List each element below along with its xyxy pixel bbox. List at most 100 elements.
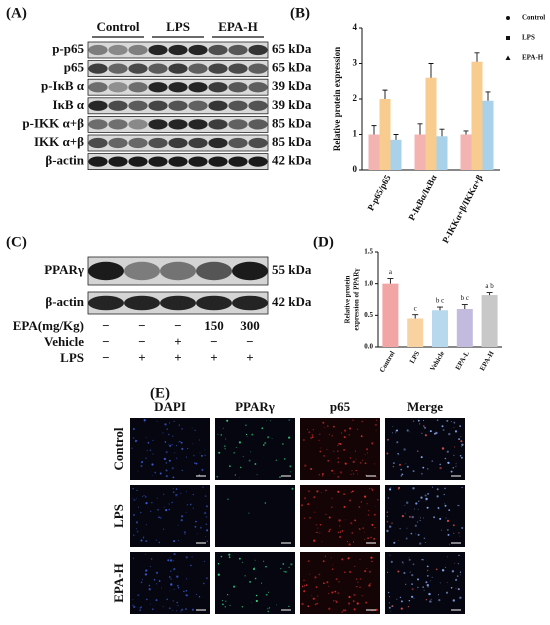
fluorescence-dot — [314, 603, 317, 606]
fluorescence-dot — [355, 469, 357, 472]
fluorescence-dot — [252, 567, 256, 571]
error-bar — [428, 63, 434, 78]
fluorescence-dot — [333, 600, 335, 602]
y-tick-label: 1 — [353, 129, 358, 139]
y-tick-label: 0.0 — [364, 343, 373, 351]
fluorescence-dot — [392, 465, 395, 468]
fluorescence-dot — [170, 578, 173, 580]
fluorescence-dot — [186, 504, 189, 506]
fluorescence-dot — [303, 439, 305, 441]
fluorescence-dot — [241, 606, 244, 608]
fluorescence-dot — [349, 427, 352, 430]
fluorescence-dot — [341, 530, 344, 532]
y-tick-label: 1.5 — [364, 248, 373, 256]
fluorescence-dot — [425, 581, 428, 584]
treatment-mark: + — [246, 350, 253, 365]
fluorescence-dot — [162, 528, 165, 530]
error-bar — [371, 125, 377, 135]
treatment-mark: − — [174, 318, 181, 333]
blot-band — [188, 100, 208, 111]
fluorescence-dot — [173, 452, 175, 454]
fluorescence-dot — [318, 439, 320, 441]
fluorescence-dot — [248, 512, 250, 514]
fluorescence-dot — [133, 498, 136, 501]
fluorescence-dot — [164, 423, 167, 426]
fluorescence-dot — [316, 490, 319, 493]
fluorescence-dot — [371, 489, 374, 491]
blot-band — [248, 119, 268, 130]
legend-label: LPS — [522, 34, 535, 42]
fluorescence-dot — [176, 445, 177, 447]
fluorescence-dot — [307, 503, 310, 506]
fluorescence-dot — [405, 537, 408, 540]
fluorescence-dot — [180, 492, 182, 494]
fluorescence-dot — [337, 444, 339, 447]
blot-band — [88, 44, 108, 56]
fluorescence-dot — [162, 606, 164, 608]
fluorescence-dot — [337, 461, 339, 463]
fluorescence-dot — [448, 509, 451, 511]
fluorescence-dot — [367, 537, 370, 540]
fluorescence-dot — [301, 504, 303, 507]
fluorescence-dot — [251, 433, 254, 436]
fluorescence-dot — [204, 495, 207, 497]
fluorescence-dot — [364, 531, 365, 533]
fluorescence-dot — [359, 559, 361, 560]
fluorescence-dot — [217, 433, 219, 435]
panel-label: (D) — [313, 234, 334, 250]
fluorescence-dot — [450, 470, 453, 473]
fluorescence-dot — [326, 581, 329, 584]
treatment-mark: + — [174, 350, 181, 365]
fluorescence-dot — [402, 562, 404, 564]
fluorescence-dot — [444, 457, 447, 460]
fluorescence-dot — [326, 513, 328, 515]
treatment-label: LPS — [60, 350, 84, 365]
fluorescence-dot — [431, 460, 434, 462]
fluorescence-dot — [436, 419, 439, 422]
fluorescence-dot — [352, 460, 355, 463]
fluorescence-dot — [183, 531, 186, 534]
fluorescence-dot — [163, 457, 167, 461]
fluorescence-dot — [324, 513, 327, 516]
fluorescence-dot — [319, 450, 322, 453]
treatment-label: Vehicle — [44, 334, 84, 349]
error-bar — [387, 278, 394, 284]
fluorescence-dot — [374, 423, 377, 426]
fluorescence-dot — [156, 421, 158, 422]
fluorescence-dot — [180, 441, 183, 444]
blot-size: 65 kDa — [272, 60, 312, 75]
fluorescence-dot — [319, 433, 321, 435]
fluorescence-dot — [156, 583, 158, 585]
fluorescence-dot — [335, 600, 337, 602]
fluorescence-dot — [389, 554, 391, 556]
fluorescence-dot — [152, 453, 154, 455]
treatment-mark: − — [138, 334, 145, 349]
fluorescence-dot — [426, 565, 429, 568]
fluorescence-dot — [451, 421, 452, 423]
fluorescence-dot — [250, 451, 252, 453]
fluorescence-dot — [233, 451, 236, 454]
treatment-mark: 300 — [240, 318, 260, 333]
fluorescence-dot — [251, 602, 253, 604]
fluorescence-dot — [439, 582, 441, 584]
fluorescence-dot — [359, 586, 361, 588]
fluorescence-dot — [175, 457, 178, 460]
fluorescence-dot — [245, 433, 248, 436]
fluorescence-dot — [461, 446, 462, 448]
fluorescence-dot — [458, 532, 460, 534]
fluorescence-dot — [155, 571, 159, 574]
group-label: Control — [96, 19, 139, 34]
bar — [471, 61, 483, 170]
fluorescence-dot — [337, 475, 340, 478]
fluorescence-dot — [411, 595, 414, 598]
fluorescence-dot — [206, 540, 209, 543]
fluorescence-dot — [461, 486, 463, 489]
panel-label: (E) — [150, 385, 170, 401]
blot-band — [148, 119, 168, 130]
fluorescence-dot — [284, 458, 286, 460]
fluorescence-dot — [172, 491, 175, 494]
fluorescence-dot — [412, 420, 415, 422]
fluorescence-dot — [206, 529, 209, 532]
fluorescence-dot — [366, 448, 369, 451]
fluorescence-dot — [324, 489, 327, 492]
